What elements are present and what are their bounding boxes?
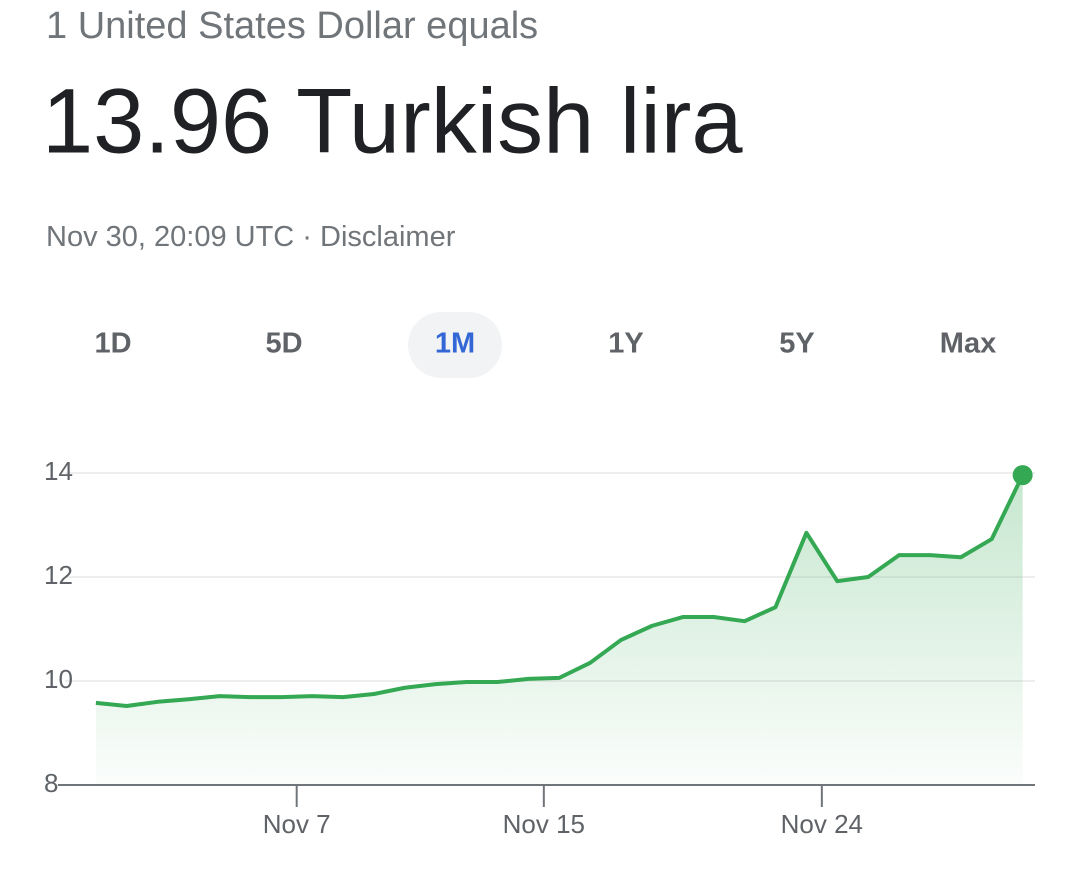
range-tab[interactable]: 1Y [608,328,643,360]
amount: 13.96 Turkish lira [42,70,743,172]
time: Nov 30, 20:09 UTC [46,221,294,253]
last-point [1012,465,1033,486]
x-tick-label: Nov 24 [781,809,863,839]
tab-label[interactable]: 1D [94,328,131,360]
tab-label[interactable]: Max [940,328,996,360]
plot: 8 10 12 14 Nov 7 Nov 15 Nov 24 [44,456,1035,839]
range-tab[interactable]: Max [940,328,996,360]
range-tab[interactable]: 1D [94,328,131,360]
range-tab[interactable]: 5Y [779,328,814,360]
area [95,475,1023,785]
x-tick-label: Nov 7 [263,809,331,839]
y-tick-label: 8 [44,768,58,798]
range-tab[interactable]: 1M [408,312,502,378]
timestamp: Nov 30, 20:09 UTC · Disclaimer [46,221,456,253]
tab-label[interactable]: 5D [265,328,302,360]
disclaimer-link[interactable]: Disclaimer [320,221,456,253]
separator: · [302,221,312,253]
tab-label[interactable]: 1M [435,328,475,360]
tab-label[interactable]: 1Y [608,328,643,360]
tab-highlight [408,312,502,378]
range-tab[interactable]: 5D [265,328,302,360]
tab-label[interactable]: 5Y [779,328,814,360]
line [95,474,1025,708]
y-tick-label: 12 [44,560,73,590]
y-tick-label: 14 [44,456,73,486]
y-tick-label: 10 [44,664,73,694]
range-tabs: 1D 5D 1M 1Y 5Y Max [94,312,996,378]
x-tick-label: Nov 15 [503,809,585,839]
subtitle: 1 United States Dollar equals [46,5,538,47]
